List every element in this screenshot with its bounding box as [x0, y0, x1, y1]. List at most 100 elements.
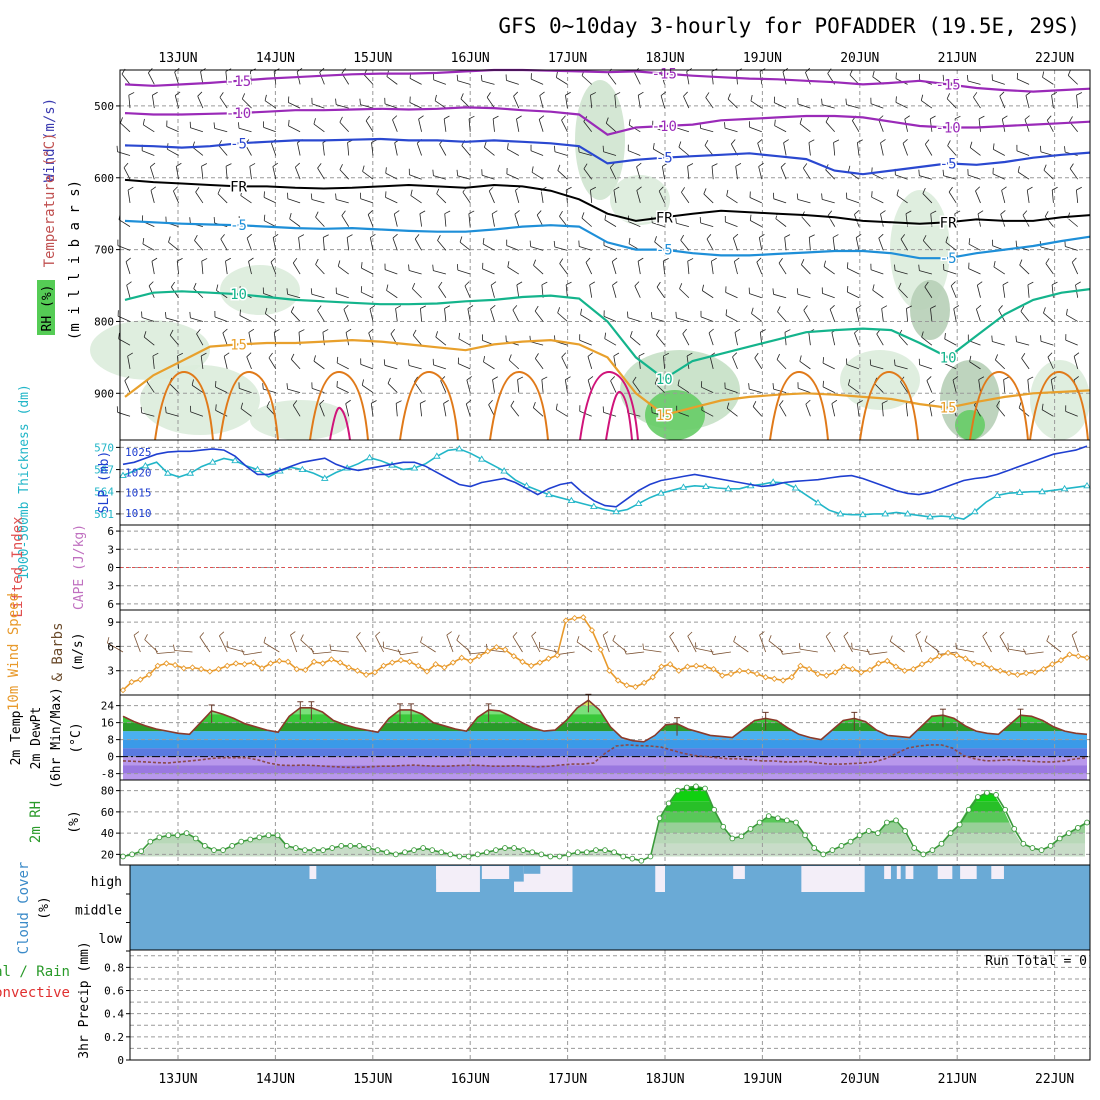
wind-barb: [215, 386, 228, 393]
w-ticks: 963: [107, 616, 120, 678]
wind-barb-flag: [726, 402, 730, 409]
wind-barb: [725, 221, 738, 227]
wind-barb: [612, 285, 617, 298]
wind-barb: [847, 291, 860, 299]
thickness-point: [545, 490, 553, 498]
tick-label: -8: [101, 768, 114, 781]
rh-point: [1011, 826, 1018, 832]
wind-barb-flag: [675, 217, 677, 224]
wind-barb: [297, 142, 301, 156]
wind-barb: [922, 193, 933, 204]
rh-point: [311, 847, 317, 853]
wind-barb: [855, 308, 860, 322]
wind-barb-flag: [749, 214, 752, 221]
wind-barb-flag: [803, 305, 808, 311]
wind-barb: [676, 127, 690, 133]
thickness-point: [859, 510, 867, 518]
surface-barb-flag: [446, 631, 452, 636]
wind-barb: [953, 308, 957, 322]
wind-barb: [919, 270, 933, 275]
wind-speed-point: [962, 655, 969, 662]
wind-barb: [735, 166, 738, 180]
wind-barb-flag: [663, 352, 669, 357]
rh-point: [392, 851, 399, 858]
wind-barb: [902, 143, 908, 156]
rh-point: [874, 830, 881, 836]
wind-barb: [604, 219, 617, 227]
wind-barb-flag: [924, 281, 929, 288]
rh-point: [565, 851, 572, 858]
wind-barb: [929, 118, 933, 132]
wind-barb-flag: [264, 307, 268, 314]
wind-speed-point: [250, 659, 257, 666]
wind-barb-flag: [1067, 69, 1071, 76]
wind-barb-flag: [942, 169, 945, 176]
surface-barb-flag: [356, 632, 361, 638]
wind-speed-point: [432, 661, 439, 668]
surface-barb-flag: [955, 642, 957, 649]
contour-label: -15: [652, 67, 677, 83]
wind-barb-flag: [515, 186, 521, 191]
rh-point: [693, 783, 699, 790]
wind-barb: [264, 100, 277, 109]
wind-barb: [943, 80, 957, 85]
wind-barb: [492, 118, 495, 132]
wind-barb-flag: [175, 91, 181, 96]
wind-barb: [311, 293, 325, 299]
tick-label: 0.8: [104, 961, 124, 974]
wind-barb-flag: [756, 257, 762, 263]
wind-barb-flag: [975, 186, 981, 192]
wind-barb: [151, 95, 155, 109]
rh-point: [211, 847, 217, 853]
wind-barb-flag: [435, 331, 438, 338]
wind-barb: [457, 269, 471, 275]
wind-barb: [758, 237, 763, 251]
wind-barb-flag: [335, 193, 337, 200]
wind-speed-point: [944, 649, 952, 657]
wind-barb-flag: [1041, 403, 1044, 410]
wind-barb: [433, 364, 447, 370]
wind-barb: [1019, 264, 1030, 275]
wind-barb: [246, 237, 252, 251]
wind-barb: [749, 293, 762, 299]
wind-barb-flag: [978, 376, 985, 381]
wind-barb: [637, 261, 641, 275]
wind-barb-flag: [216, 284, 219, 291]
wind-barb: [516, 284, 520, 298]
thickness-point: [477, 455, 486, 462]
wind-barb: [944, 338, 957, 346]
wind-barb: [732, 237, 738, 251]
wind-barb-flag: [488, 399, 493, 405]
wind-barb-flag: [968, 238, 971, 245]
wind-barb: [554, 151, 568, 156]
wind-barb: [443, 118, 447, 132]
wind-barb: [238, 127, 252, 133]
rh-point: [402, 849, 408, 856]
wind-speed-point: [936, 653, 943, 660]
wind-barb: [894, 270, 908, 275]
wind-barb-flag: [605, 117, 609, 124]
surface-barb-flag: [107, 637, 110, 644]
wind-barb: [1027, 379, 1030, 393]
wind-barb: [687, 261, 690, 275]
wind-barb-flag: [924, 139, 930, 145]
tick-label: 0.4: [104, 1008, 124, 1021]
rh-point: [747, 826, 754, 832]
wind-barb: [808, 237, 811, 251]
rh-point: [1020, 840, 1027, 847]
wind-speed-point: [614, 677, 622, 684]
wind-barb-flag: [580, 308, 583, 315]
wind-barb: [686, 71, 690, 85]
wind-barb: [565, 284, 568, 298]
wind-barb: [603, 316, 617, 322]
wind-barb-flag: [486, 92, 491, 98]
wind-barb-flag: [317, 305, 322, 311]
warm-contour: [605, 391, 633, 441]
wind-barb: [288, 125, 301, 133]
wind-barb: [1043, 169, 1054, 180]
surface-barb: [539, 647, 558, 653]
wind-barb: [506, 245, 519, 251]
wind-barb: [408, 270, 422, 275]
wind-barb-flag: [194, 234, 198, 241]
